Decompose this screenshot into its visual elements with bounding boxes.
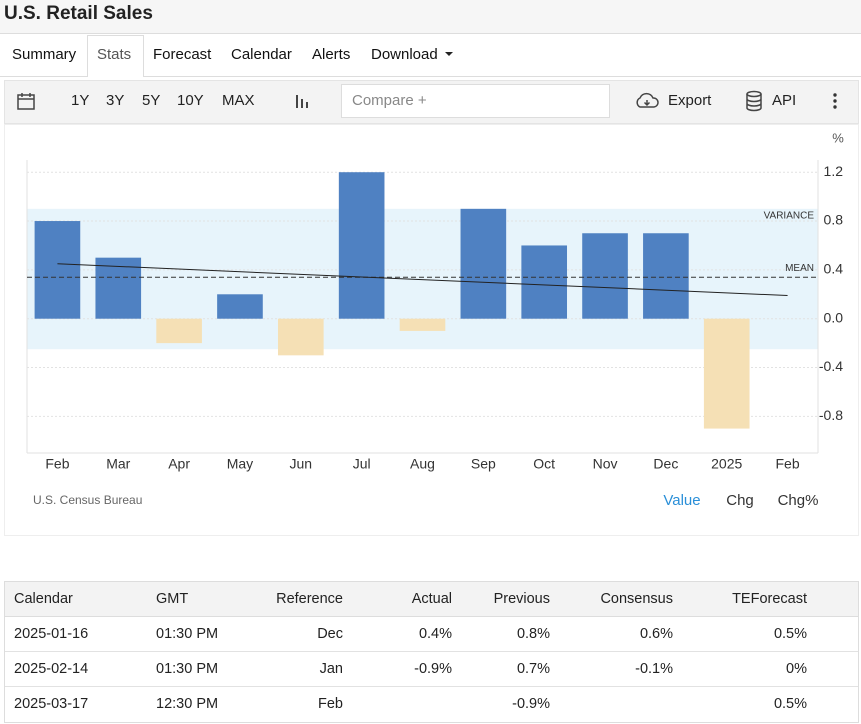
table-cell: -0.9%	[512, 696, 550, 712]
tab[interactable]: Summary	[12, 46, 77, 63]
tab[interactable]: Forecast	[153, 46, 212, 63]
table-cell: 0.5%	[773, 696, 807, 712]
bar	[643, 233, 689, 319]
table-cell: 2025-03-17	[14, 696, 89, 712]
x-tick-label: Jun	[290, 456, 313, 472]
table-cell: Jan	[319, 661, 343, 677]
table-cell: 12:30 PM	[156, 696, 219, 712]
range-button[interactable]: 1Y	[71, 92, 90, 109]
bar	[399, 318, 446, 331]
tab[interactable]: Alerts	[312, 46, 351, 63]
x-tick-label: Jul	[353, 456, 371, 472]
bar	[460, 208, 507, 319]
dropdown-caret	[445, 52, 453, 56]
source-note: U.S. Census Bureau	[33, 493, 142, 507]
y-tick-label: -0.4	[819, 358, 843, 374]
tab[interactable]: Stats	[97, 46, 132, 63]
database-icon[interactable]	[744, 90, 764, 112]
x-tick-label: 2025	[711, 456, 742, 472]
x-tick-label: Feb	[776, 456, 800, 472]
table-cell: 0%	[786, 661, 807, 677]
column-header: TEForecast	[732, 591, 807, 607]
bar	[582, 233, 628, 319]
compare-input[interactable]	[341, 84, 610, 118]
x-tick-label: Dec	[653, 456, 678, 472]
y-tick-label: -0.8	[819, 407, 843, 423]
bar	[703, 318, 750, 429]
range-button[interactable]: MAX	[222, 92, 255, 109]
bar	[95, 257, 142, 319]
view-option[interactable]: Value	[663, 492, 700, 509]
y-tick-label: 0.4	[824, 261, 844, 277]
active-tab-frame	[87, 35, 144, 77]
y-tick-label: 0.8	[824, 212, 844, 228]
x-tick-label: Sep	[471, 456, 496, 472]
bar	[521, 245, 568, 319]
column-header: Calendar	[14, 591, 73, 607]
more-icon[interactable]	[831, 92, 839, 110]
calendar-table: Calendar GMT Reference Actual Previous Consen…	[4, 581, 859, 723]
variance-label: VARIANCE	[764, 210, 815, 221]
range-button[interactable]: 10Y	[177, 92, 204, 109]
column-header: Actual	[411, 591, 452, 607]
column-header: Previous	[493, 591, 550, 607]
view-option[interactable]: Chg	[726, 492, 754, 509]
table-cell: 0.7%	[516, 661, 550, 677]
x-tick-label: May	[227, 456, 253, 472]
column-header: GMT	[156, 591, 189, 607]
compare-placeholder: Compare +	[352, 92, 427, 109]
bar	[156, 318, 202, 344]
table-cell: -0.1%	[635, 661, 673, 677]
export-button[interactable]: Export	[668, 92, 712, 109]
table-header	[5, 582, 858, 617]
table-cell: 01:30 PM	[156, 661, 219, 677]
x-tick-label: Mar	[106, 456, 130, 472]
table-cell: 2025-02-14	[14, 661, 89, 677]
tab[interactable]: Calendar	[231, 46, 292, 63]
x-tick-label: Apr	[168, 456, 190, 472]
bar	[34, 221, 81, 319]
y-tick-label: 1.2	[824, 163, 844, 179]
x-tick-label: Oct	[533, 456, 555, 472]
table-cell: 0.8%	[516, 626, 550, 642]
unit-label: %	[832, 130, 844, 145]
table-cell: 01:30 PM	[156, 626, 219, 642]
x-tick-label: Nov	[593, 456, 618, 472]
table-cell: Feb	[318, 696, 343, 712]
calendar-icon[interactable]	[16, 91, 36, 111]
table-cell: 0.6%	[639, 626, 673, 642]
bar	[277, 318, 324, 356]
header-bar	[0, 0, 861, 34]
api-button[interactable]: API	[772, 92, 797, 109]
tab[interactable]: Download	[371, 46, 438, 63]
x-tick-label: Feb	[45, 456, 69, 472]
mean-label: MEAN	[785, 263, 814, 274]
trend-line	[57, 263, 788, 297]
table-cell: 2025-01-16	[14, 626, 89, 642]
table-cell: 0.4%	[418, 626, 452, 642]
row-divider	[5, 686, 858, 687]
chart-frame	[4, 124, 859, 536]
table-cell: Dec	[317, 626, 343, 642]
table-cell: 0.5%	[773, 626, 807, 642]
bar	[338, 172, 385, 319]
range-button[interactable]: 5Y	[142, 92, 161, 109]
page-title: U.S. Retail Sales	[4, 3, 153, 24]
tab-strip	[0, 76, 861, 77]
chart-type-icon[interactable]	[293, 92, 313, 110]
table-cell: -0.9%	[414, 661, 452, 677]
x-tick-label: Aug	[410, 456, 435, 472]
column-header: Consensus	[600, 591, 673, 607]
row-divider	[5, 651, 858, 652]
bar	[217, 294, 263, 319]
cloud-icon[interactable]	[634, 91, 660, 111]
column-header: Reference	[276, 591, 343, 607]
y-tick-label: 0.0	[824, 309, 844, 325]
chart: % VARIANCE -0.8 -0.4 0.0 0.4 0.8 1.2 Feb Mar Apr Ma…	[26, 130, 844, 509]
range-button[interactable]: 3Y	[106, 92, 125, 109]
view-option[interactable]: Chg%	[778, 492, 819, 509]
